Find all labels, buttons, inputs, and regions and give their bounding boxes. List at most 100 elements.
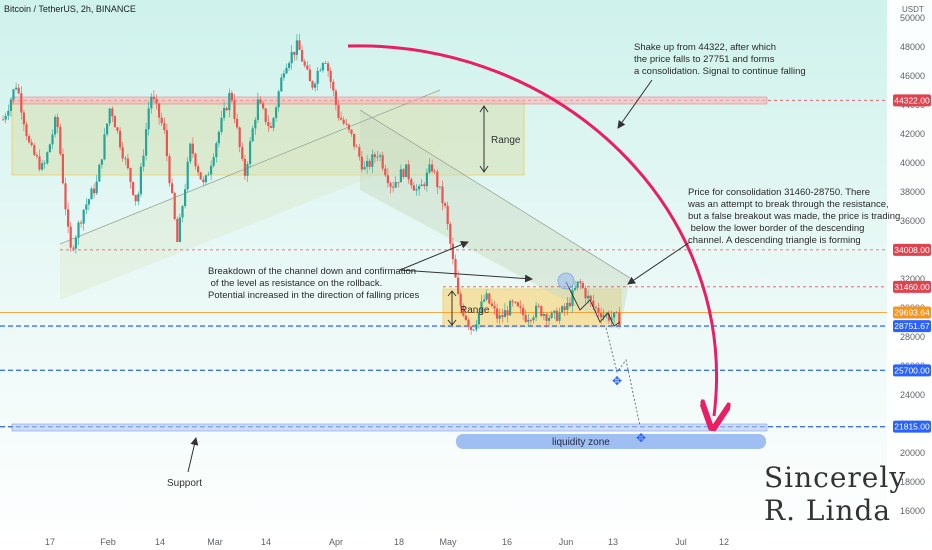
candle-body <box>337 104 340 118</box>
candle-body <box>371 154 374 167</box>
candle-body <box>488 293 491 304</box>
x-tick-label: May <box>439 537 457 547</box>
candle-body <box>576 281 579 288</box>
candle-body <box>20 93 23 113</box>
annotation-line: but a false breakout was made, the price… <box>688 211 900 222</box>
candle-body <box>308 69 311 82</box>
candle-body <box>472 329 475 331</box>
candle-body <box>111 108 114 117</box>
annotation-line: Breakdown of the channel down and confir… <box>208 266 416 277</box>
candle-body <box>475 324 478 330</box>
candle-body <box>568 302 571 307</box>
candle-body <box>407 164 410 180</box>
ascending-channel[interactable] <box>60 90 440 300</box>
false-breakout-marker[interactable] <box>557 272 575 290</box>
level-price-text: 21815.00 <box>894 422 930 432</box>
liquidity-zone-label: liquidity zone <box>552 437 610 448</box>
candle-body <box>373 154 376 158</box>
candle-body <box>56 116 59 128</box>
candle-body <box>363 166 366 170</box>
candle-body <box>358 147 361 157</box>
candle-body <box>303 61 306 66</box>
candle-body <box>293 51 296 55</box>
candle-body <box>150 96 153 109</box>
candle-body <box>290 51 293 64</box>
candle-body <box>77 222 80 238</box>
candle-body <box>581 283 584 288</box>
candle-body <box>558 312 561 321</box>
candle-body <box>561 306 564 313</box>
candle-body <box>454 258 457 278</box>
candle-body <box>316 70 319 84</box>
y-tick-label: 46000 <box>900 71 925 81</box>
candle-body <box>194 153 197 167</box>
candle-body <box>415 189 418 191</box>
candle-body <box>124 158 127 160</box>
level-price-tag <box>893 320 931 333</box>
candle-body <box>392 186 395 188</box>
candle-body <box>402 169 405 177</box>
candle-body <box>405 164 408 177</box>
candle-body <box>61 154 64 184</box>
x-tick-label: 18 <box>394 537 404 547</box>
candle-body <box>225 107 228 111</box>
candle-body <box>431 164 434 172</box>
candle-body <box>80 222 83 224</box>
candle-body <box>607 313 610 321</box>
candle-body <box>25 124 28 137</box>
candle-body <box>139 166 142 195</box>
candle-body <box>137 194 140 202</box>
candle-body <box>566 302 569 310</box>
candle-body <box>379 155 382 157</box>
candle-body <box>35 155 38 157</box>
candle-body <box>38 156 41 170</box>
candle-body <box>262 103 265 109</box>
candle-body <box>241 147 244 159</box>
resistance-zone-44322[interactable] <box>11 96 768 105</box>
candle-body <box>103 134 106 160</box>
candle-body <box>142 155 145 167</box>
range-arrow-down <box>479 165 489 173</box>
annotation-breakdown: Breakdown of the channel down and confir… <box>208 266 419 301</box>
candle-body <box>119 130 122 148</box>
candle-body <box>480 301 483 313</box>
level-price-tag <box>893 420 931 433</box>
candle-body <box>256 99 259 120</box>
level-price-tag <box>893 243 931 256</box>
candle-body <box>163 123 166 131</box>
candle-body <box>280 77 283 92</box>
candle-body <box>301 49 304 62</box>
main-forecast-arrow[interactable] <box>347 44 717 416</box>
candle-body <box>332 81 335 91</box>
candle-body <box>223 107 226 118</box>
candle-body <box>519 306 522 308</box>
candle-body <box>217 131 220 144</box>
candle-body <box>457 277 460 294</box>
annotation-line: the price falls to 27751 and forms <box>634 54 775 65</box>
candle-body <box>267 122 270 127</box>
x-tick-label: 16 <box>502 537 512 547</box>
target-marker-2: ✥ <box>636 431 646 445</box>
candle-body <box>264 108 267 123</box>
candle-body <box>389 183 392 187</box>
candle-body <box>459 293 462 306</box>
candle-body <box>243 158 246 176</box>
candle-body <box>501 315 504 318</box>
annotation-line: below the lower border of the descending <box>688 223 864 234</box>
candle-body <box>121 147 124 159</box>
annotation-line: Shake up from 44322, after which <box>634 42 776 53</box>
candle-body <box>184 189 187 207</box>
candle-body <box>72 247 75 249</box>
time-axis[interactable]: 17 Feb 14 Mar 14 Apr 18 May 16 Jun 13 Jul 12 <box>45 537 729 547</box>
candle-body <box>397 182 400 183</box>
x-tick-label: Apr <box>329 537 343 547</box>
x-tick-label: Feb <box>100 537 116 547</box>
support-zone-21815[interactable] <box>11 423 768 432</box>
candle-body <box>132 182 135 195</box>
candle-body <box>594 306 597 308</box>
candle-body <box>87 199 90 205</box>
liquidity-zone[interactable] <box>456 434 766 449</box>
triangle-zigzag <box>565 281 621 327</box>
